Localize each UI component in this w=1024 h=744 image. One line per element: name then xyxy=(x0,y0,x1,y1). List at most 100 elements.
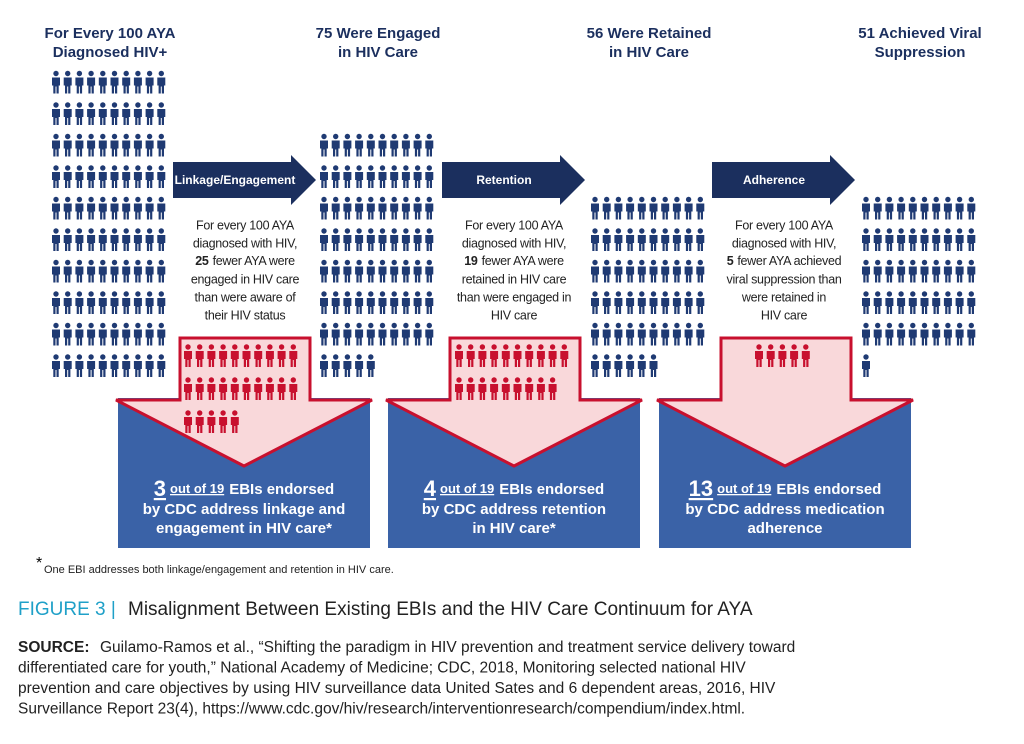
icon-head xyxy=(135,70,141,77)
icon-head xyxy=(379,259,386,266)
person-icon xyxy=(122,228,131,251)
icon-body xyxy=(401,172,410,188)
icon-body xyxy=(157,109,166,125)
icon-body xyxy=(790,351,799,367)
icon-body xyxy=(696,329,705,346)
icon-head xyxy=(468,344,474,350)
person-icon xyxy=(920,196,929,220)
icon-body xyxy=(110,140,119,157)
icon-head xyxy=(232,344,238,350)
icon-head xyxy=(53,354,59,360)
person-icon xyxy=(378,259,387,283)
icon-body xyxy=(52,266,60,283)
icon-body xyxy=(378,298,387,314)
icon-head xyxy=(538,377,544,383)
person-icon xyxy=(661,322,670,346)
icon-head xyxy=(863,196,869,203)
icon-body xyxy=(908,298,917,314)
icon-body xyxy=(602,235,611,251)
icon-head xyxy=(414,322,421,329)
icon-head xyxy=(344,322,351,329)
person-icon xyxy=(75,354,84,377)
icon-head xyxy=(514,377,521,383)
icon-head xyxy=(898,228,904,234)
icon-body xyxy=(885,298,894,314)
icon-body xyxy=(661,266,670,283)
person-icon xyxy=(801,344,810,367)
person-icon xyxy=(614,322,623,346)
icon-head xyxy=(368,165,374,171)
person-icon xyxy=(63,259,72,283)
icon-body xyxy=(862,235,870,251)
icon-head xyxy=(185,344,191,350)
person-icon xyxy=(133,70,142,94)
description: HIV care xyxy=(491,308,538,322)
person-icon xyxy=(98,354,107,377)
person-icon xyxy=(943,259,952,283)
icon-head xyxy=(391,291,397,297)
icon-body xyxy=(591,298,599,314)
icon-body xyxy=(602,266,611,283)
icon-head xyxy=(639,228,645,234)
description: engaged in HIV care xyxy=(191,272,300,286)
ebi-line: in HIV care* xyxy=(472,520,556,537)
icon-body xyxy=(390,329,399,346)
icon-head xyxy=(65,291,71,297)
icon-head xyxy=(803,344,809,350)
person-icon xyxy=(548,344,557,367)
icon-body xyxy=(967,329,976,346)
step-arrow xyxy=(712,155,855,205)
person-icon xyxy=(157,228,166,251)
icon-head xyxy=(232,377,238,383)
person-icon xyxy=(110,165,119,188)
icon-body xyxy=(425,266,434,283)
icon-head xyxy=(662,291,668,297)
icon-head xyxy=(956,196,963,203)
icon-head xyxy=(53,228,59,234)
person-icon xyxy=(320,196,328,220)
person-icon xyxy=(122,102,131,125)
person-icon xyxy=(145,133,154,157)
gap-arrow xyxy=(656,336,914,468)
icon-body xyxy=(133,266,142,283)
icon-head xyxy=(146,322,153,329)
icon-head xyxy=(111,133,118,140)
icon-head xyxy=(123,102,129,108)
person-icon xyxy=(366,259,375,283)
icon-head xyxy=(368,291,374,297)
person-icon xyxy=(366,228,375,251)
icon-body xyxy=(932,203,941,220)
person-icon xyxy=(98,102,107,125)
person-icon xyxy=(75,291,84,314)
icon-head xyxy=(697,228,703,234)
icon-head xyxy=(135,196,141,203)
step-arrow xyxy=(173,155,316,205)
person-icon xyxy=(626,228,635,251)
icon-body xyxy=(478,384,487,400)
icon-body xyxy=(466,384,475,400)
icon-body xyxy=(390,235,399,251)
person-icon xyxy=(343,133,352,157)
icon-head xyxy=(674,196,680,203)
icon-head xyxy=(368,322,374,329)
icon-head xyxy=(768,344,774,350)
icon-body xyxy=(254,384,263,400)
person-icon xyxy=(195,377,204,400)
icon-head xyxy=(697,291,703,297)
icon-head xyxy=(639,259,645,266)
icon-body xyxy=(75,77,84,94)
person-icon xyxy=(897,322,906,346)
icon-head xyxy=(344,133,351,140)
icon-body xyxy=(366,172,375,188)
icon-body xyxy=(195,384,204,400)
icon-head xyxy=(479,344,486,350)
person-icon xyxy=(75,165,84,188)
icon-body xyxy=(920,235,929,251)
icon-head xyxy=(627,259,633,266)
ebi-line: by CDC address medication xyxy=(685,501,884,518)
person-icon xyxy=(591,291,599,314)
icon-body xyxy=(490,351,499,367)
icon-head xyxy=(88,133,94,140)
icon-head xyxy=(886,291,893,297)
icon-head xyxy=(111,165,118,171)
